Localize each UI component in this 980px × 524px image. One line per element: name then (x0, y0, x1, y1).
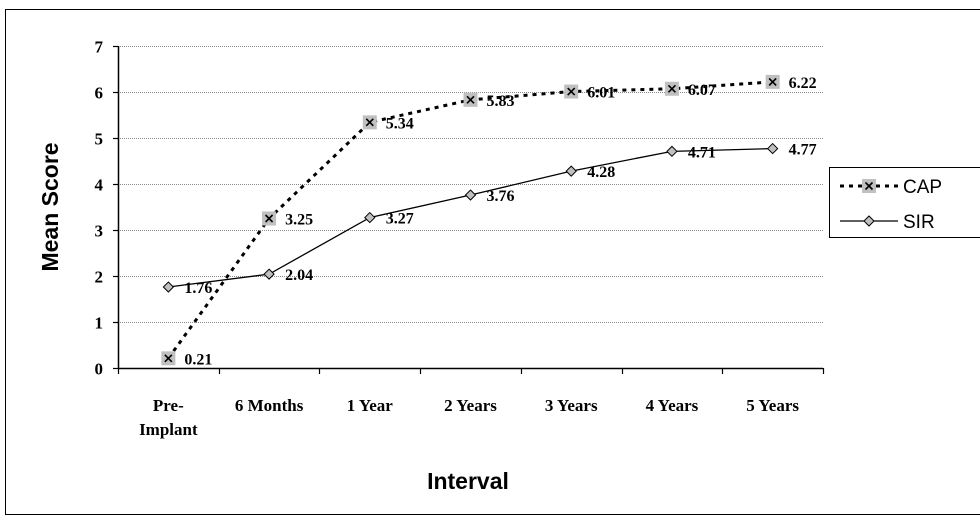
data-label: 2.04 (285, 267, 313, 284)
data-label: 3.27 (386, 211, 414, 228)
data-label: 4.71 (688, 144, 716, 161)
x-square-marker (363, 115, 377, 129)
data-label: 0.21 (184, 351, 212, 368)
y-tick-label: 1 (95, 314, 104, 333)
y-tick-label: 2 (95, 268, 104, 287)
x-tick-label: 4 Years (646, 396, 699, 415)
y-tick-label: 5 (95, 130, 104, 149)
x-tick-label: 6 Months (235, 396, 304, 415)
y-axis-title: Mean Score (37, 142, 63, 271)
x-tick-label: 5 Years (746, 396, 799, 415)
y-tick-label: 7 (95, 38, 104, 57)
legend-label: CAP (903, 177, 942, 198)
x-square-marker (862, 179, 876, 193)
y-tick-label: 3 (95, 222, 104, 241)
data-label: 5.83 (487, 93, 515, 110)
x-square-marker (766, 75, 780, 89)
data-label: 6.22 (789, 75, 817, 92)
data-label: 3.25 (285, 212, 313, 229)
x-tick-label: 1 Year (347, 396, 394, 415)
x-square-marker (161, 351, 175, 365)
data-label: 1.76 (184, 280, 212, 297)
data-label: 3.76 (487, 188, 515, 205)
data-label: 4.28 (587, 164, 615, 181)
legend-label: SIR (903, 212, 935, 233)
data-label: 4.77 (789, 142, 817, 159)
y-tick-label: 0 (95, 360, 104, 379)
data-label: 6.07 (688, 82, 716, 99)
data-label: 6.01 (587, 85, 615, 102)
x-square-marker (665, 82, 679, 96)
y-tick-label: 4 (95, 176, 104, 195)
x-square-marker (464, 93, 478, 107)
x-square-marker (262, 212, 276, 226)
y-tick-label: 6 (95, 84, 104, 103)
x-tick-label: 3 Years (545, 396, 598, 415)
x-axis-title: Interval (427, 468, 509, 494)
x-tick-label: 2 Years (444, 396, 497, 415)
legend: CAP SIR (830, 168, 980, 238)
data-label: 5.34 (386, 115, 414, 132)
x-square-marker (564, 85, 578, 99)
